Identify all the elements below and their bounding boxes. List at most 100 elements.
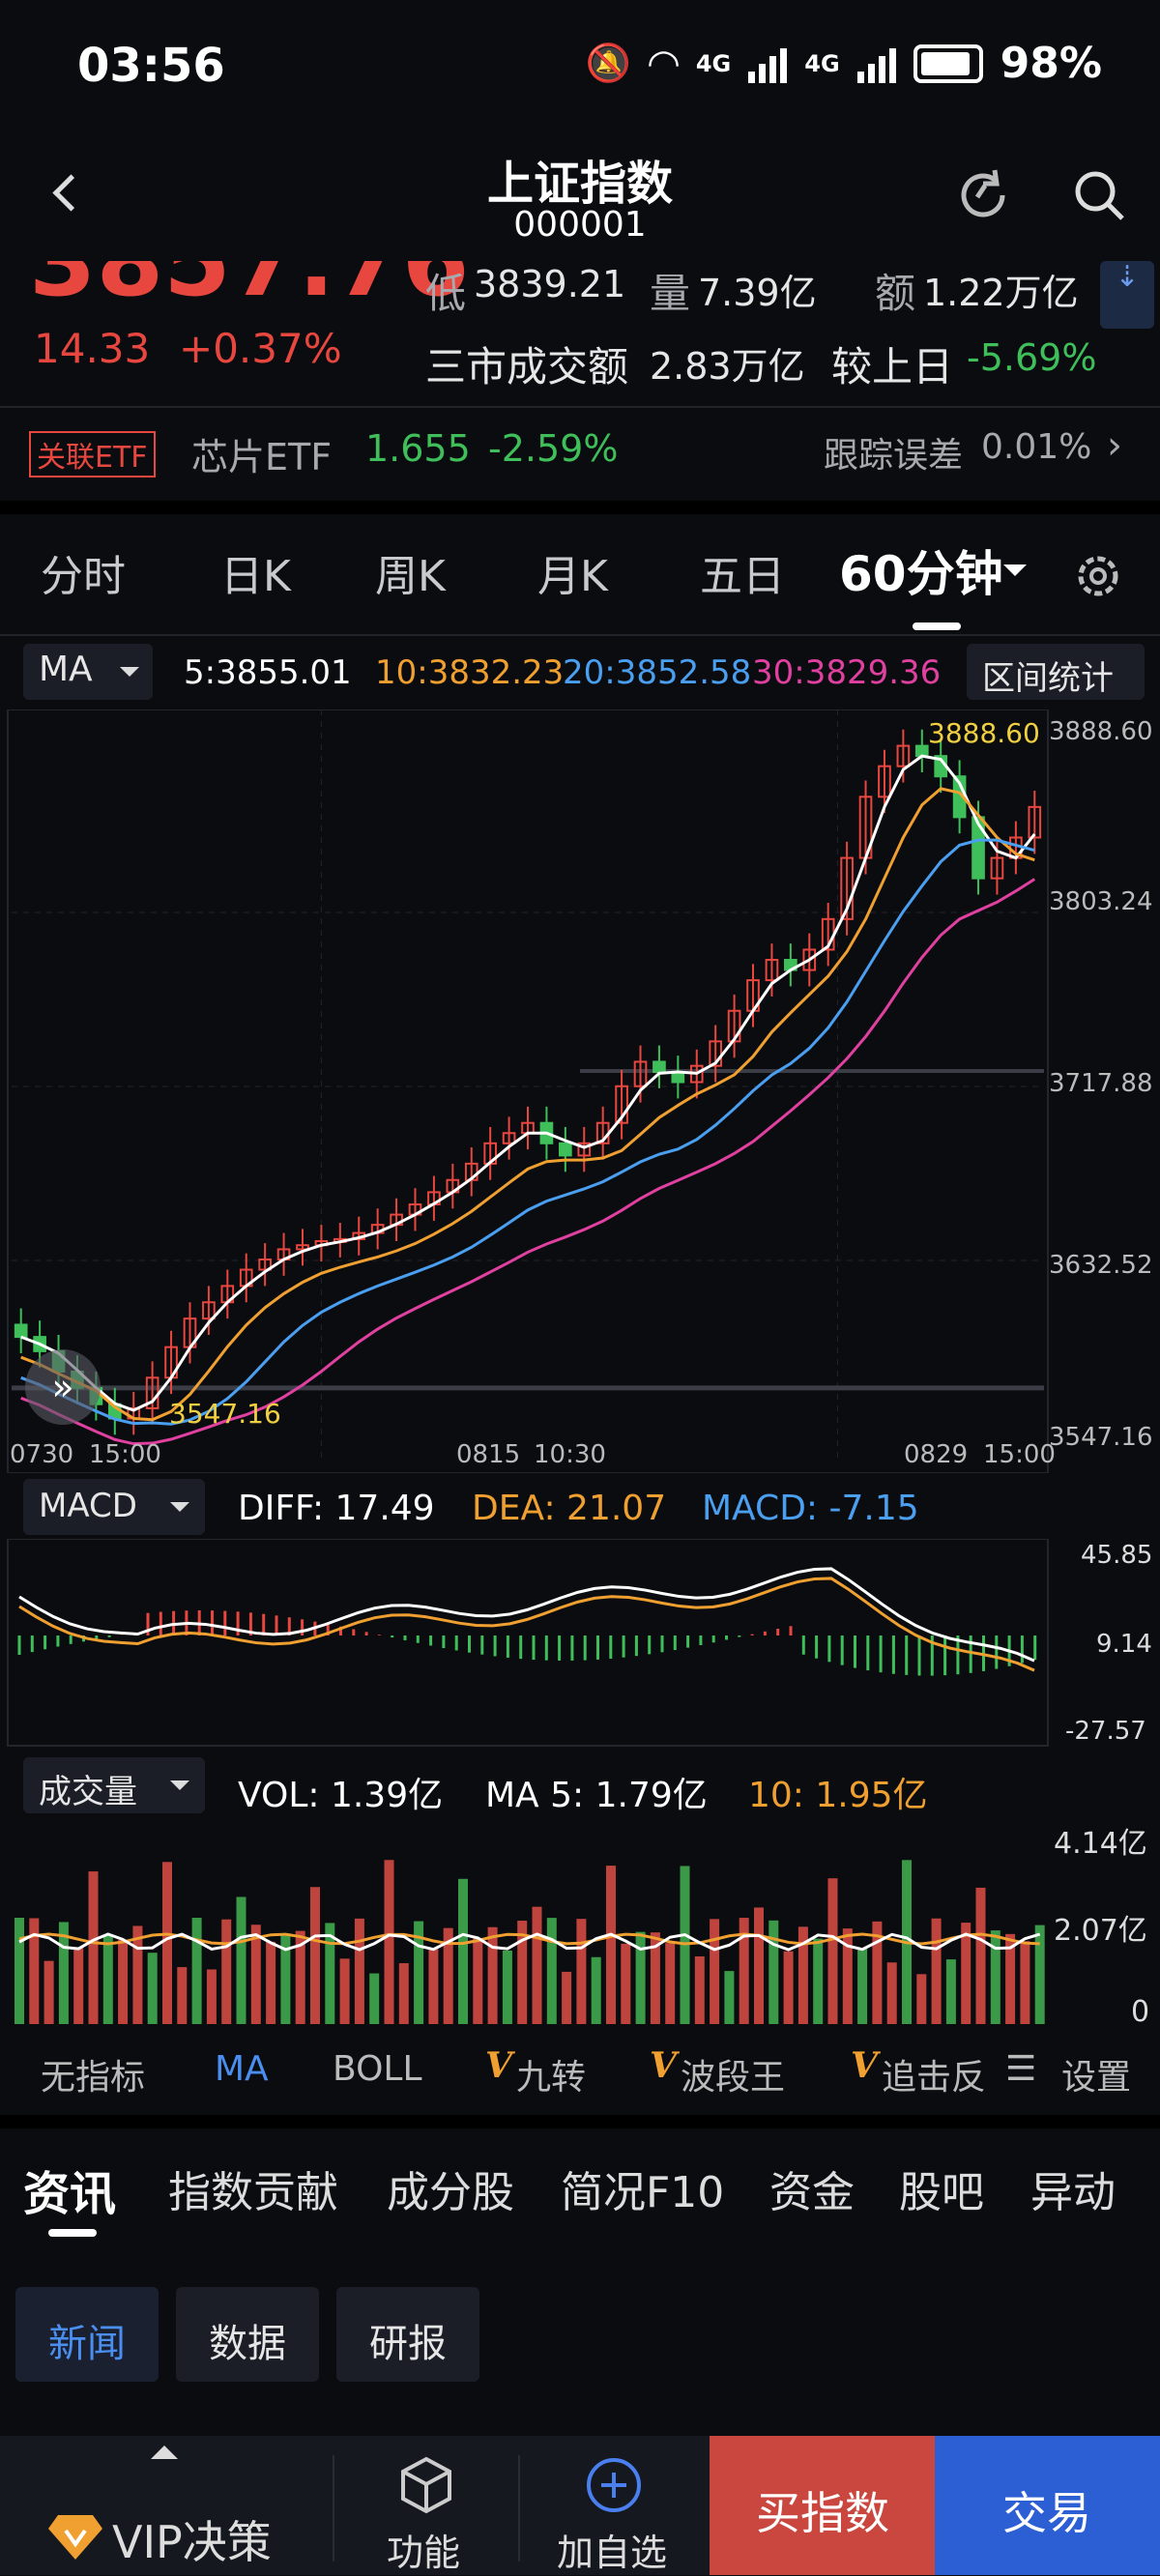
candle-body bbox=[14, 1323, 28, 1339]
active-tab-indicator bbox=[48, 2229, 97, 2237]
time-axis-label: 0815 bbox=[456, 1440, 521, 1469]
volume-value: 7.39亿 bbox=[698, 272, 817, 314]
macd-diff: DIFF: 17.49 bbox=[238, 1489, 435, 1528]
tab-five-day[interactable]: 五日 bbox=[700, 552, 785, 601]
fast-forward-button[interactable]: » bbox=[25, 1349, 101, 1425]
tab-constituents[interactable]: 成分股 bbox=[387, 2168, 514, 2217]
volume-bar bbox=[428, 1949, 439, 2024]
volume-bar bbox=[827, 1878, 838, 2024]
candle-body bbox=[633, 1060, 648, 1087]
buy-index-button[interactable]: 买指数 bbox=[710, 2436, 935, 2575]
high-price-mark: 3888.60 bbox=[928, 717, 1040, 749]
low-value: 3839.21 bbox=[474, 263, 626, 305]
gear-icon[interactable] bbox=[1071, 549, 1125, 603]
volume-bar bbox=[502, 1950, 512, 2024]
chevron-up-icon[interactable] bbox=[151, 2446, 178, 2459]
ma-line bbox=[20, 754, 1036, 1412]
indicator-jiuzhuan[interactable]: 九转 bbox=[516, 2058, 587, 2098]
tab-60min[interactable]: 60分钟 bbox=[839, 546, 1003, 602]
subtab-news[interactable]: 新闻 bbox=[15, 2287, 159, 2382]
volume-bar bbox=[754, 1907, 764, 2024]
volume-bar bbox=[945, 1959, 956, 2024]
candle-body bbox=[878, 765, 891, 798]
macd-selector[interactable]: MACD bbox=[23, 1479, 205, 1535]
refresh-icon[interactable] bbox=[952, 164, 1014, 226]
tab-weekly-k[interactable]: 周K bbox=[375, 552, 446, 601]
tab-anomaly[interactable]: 异动 bbox=[1030, 2168, 1116, 2217]
trade-button[interactable]: 交易 bbox=[935, 2436, 1160, 2575]
price-axis-label: 3717.88 bbox=[1049, 1069, 1153, 1098]
volume-bar bbox=[857, 1948, 868, 2024]
tab-forum[interactable]: 股吧 bbox=[899, 2168, 984, 2217]
chart-frame bbox=[7, 1539, 1049, 1747]
search-icon[interactable] bbox=[1068, 164, 1130, 226]
chevron-down-icon bbox=[170, 1780, 189, 1790]
indicator-boduanwang[interactable]: 波段王 bbox=[681, 2058, 786, 2098]
volume-bar bbox=[562, 1971, 572, 2024]
volume-bar bbox=[414, 1921, 424, 2024]
vip-v-icon: V bbox=[485, 2045, 512, 2086]
expand-quote-button[interactable]: ⇣ bbox=[1100, 261, 1154, 329]
indicator-ma[interactable]: MA bbox=[215, 2049, 269, 2089]
volume-axis-label: 2.07亿 bbox=[1054, 1914, 1147, 1948]
quote-divider bbox=[0, 406, 1160, 408]
tab-funds[interactable]: 资金 bbox=[769, 2168, 855, 2217]
market-amount-label: 三市成交额 bbox=[425, 343, 629, 391]
volume-bar bbox=[916, 1974, 927, 2024]
candle-body bbox=[709, 1040, 723, 1067]
volume-axis-label: 4.14亿 bbox=[1054, 1827, 1147, 1861]
bar-divider bbox=[518, 2455, 520, 2562]
add-watchlist-button[interactable]: 加自选 bbox=[557, 2532, 668, 2574]
tab-monthly-k[interactable]: 月K bbox=[537, 552, 608, 601]
tab-f10[interactable]: 简况F10 bbox=[561, 2168, 725, 2217]
volume-bar bbox=[236, 1896, 246, 2024]
tab-daily-k[interactable]: 日K bbox=[220, 552, 291, 601]
tab-intraday[interactable]: 分时 bbox=[41, 552, 126, 601]
subtab-data[interactable]: 数据 bbox=[176, 2287, 319, 2382]
volume-bar bbox=[295, 1930, 305, 2024]
vol-value: VOL: 1.39亿 bbox=[238, 1776, 444, 1815]
volume-bar bbox=[280, 1933, 291, 2024]
add-circle-icon bbox=[587, 2458, 641, 2512]
range-stats-button[interactable]: 区间统计 bbox=[967, 644, 1145, 700]
volume-chart[interactable] bbox=[0, 1817, 1160, 2032]
vip-decision-button[interactable]: VIP决策 bbox=[112, 2516, 272, 2568]
low-label: 低 bbox=[425, 270, 467, 317]
volume-bar bbox=[384, 1860, 394, 2024]
candle-body bbox=[615, 1085, 628, 1124]
subtab-research[interactable]: 研报 bbox=[336, 2287, 479, 2382]
etf-row[interactable]: 关联ETF 芯片ETF 1.655 -2.59% 跟踪误差 0.01% › bbox=[0, 416, 1160, 493]
current-price: 3857.76 bbox=[29, 261, 470, 318]
macd-chart[interactable] bbox=[0, 1539, 1160, 1753]
volume-bar bbox=[191, 1918, 202, 2024]
vs-prev-value: -5.69% bbox=[967, 336, 1097, 379]
indicator-boll[interactable]: BOLL bbox=[333, 2049, 422, 2089]
volume-bar bbox=[147, 1953, 158, 2024]
indicator-none[interactable]: 无指标 bbox=[41, 2058, 146, 2098]
function-button[interactable]: 功能 bbox=[387, 2532, 461, 2574]
chevron-down-icon bbox=[170, 1502, 189, 1512]
candle-body bbox=[765, 959, 779, 982]
bottom-action-bar: VIP决策 功能 加自选 买指数 交易 bbox=[0, 2436, 1160, 2575]
tab-news-info[interactable]: 资讯 bbox=[23, 2167, 117, 2221]
volume-bar bbox=[650, 1932, 660, 2024]
stock-code: 000001 bbox=[513, 205, 647, 245]
volume-bar: 成交量 VOL: 1.39亿 MA 5: 1.79亿 10: 1.95亿 bbox=[0, 1757, 1160, 1815]
network-label-2: 4G bbox=[804, 49, 840, 77]
diamond-icon bbox=[48, 2515, 102, 2560]
candle-body bbox=[840, 856, 854, 920]
volume-bar bbox=[621, 1943, 631, 2024]
volume-bar bbox=[1005, 1933, 1016, 2024]
candlestick-chart[interactable] bbox=[0, 709, 1160, 1473]
volume-bar bbox=[872, 1921, 883, 2024]
indicator-settings[interactable]: 设置 bbox=[1061, 2058, 1132, 2098]
etf-change: -2.59% bbox=[488, 427, 619, 470]
volume-bar bbox=[886, 1962, 897, 2024]
indicator-zhuiji[interactable]: 追击反 bbox=[882, 2058, 987, 2098]
tab-index-contribution[interactable]: 指数贡献 bbox=[168, 2168, 338, 2217]
ma-selector[interactable]: MA bbox=[23, 644, 153, 700]
settings-list-icon[interactable]: ☰ bbox=[1005, 2049, 1037, 2089]
quote-panel: 3857.76 14.33 +0.37% 低 3839.21 量 7.39亿 额… bbox=[0, 261, 1160, 406]
volume-bar bbox=[162, 1862, 172, 2024]
volume-selector[interactable]: 成交量 bbox=[23, 1757, 205, 1813]
